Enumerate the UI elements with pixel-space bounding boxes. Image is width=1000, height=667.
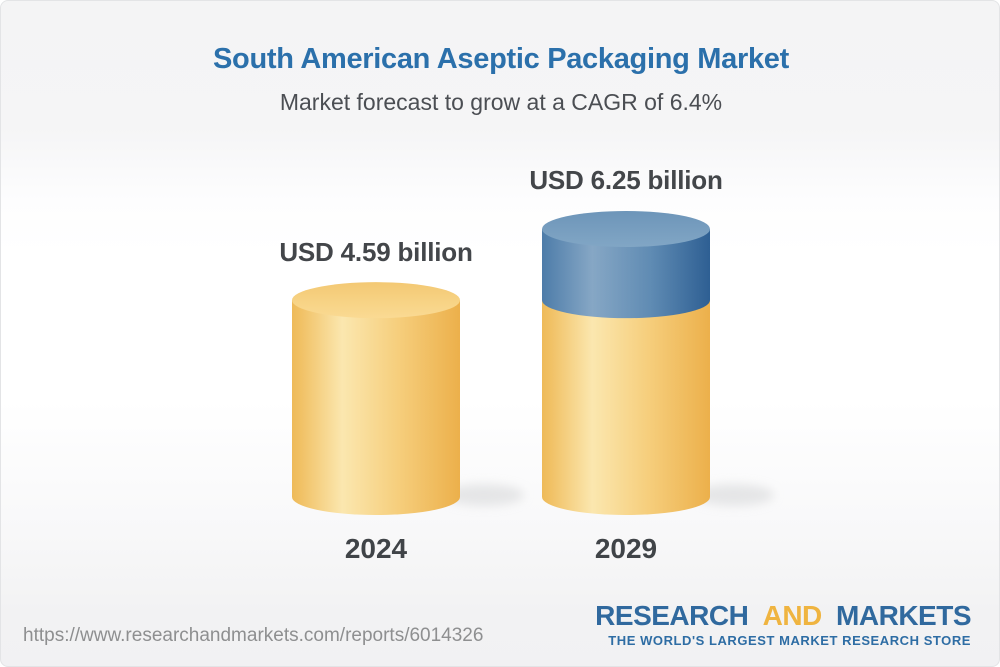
bar-2024-top-face: [292, 282, 460, 319]
report-url: https://www.researchandmarkets.com/repor…: [23, 625, 484, 646]
category-label-2029: 2029: [594, 533, 658, 564]
value-label-2029: USD 6.25 billion: [529, 165, 723, 195]
logo-wordmark: RESEARCH AND MARKETS: [595, 601, 971, 631]
bar-2029-top-face: [542, 211, 710, 247]
bar-2029-growth-segment: [542, 229, 710, 319]
bar-2024-base-segment: [292, 300, 460, 515]
bar-shadow: [694, 484, 774, 506]
logo-word-and: AND: [762, 600, 823, 631]
page-title: South American Aseptic Packaging Market: [213, 43, 789, 75]
category-label-2024: 2024: [344, 533, 408, 564]
logo-word-research: RESEARCH: [595, 600, 749, 631]
logo-word-markets: MARKETS: [836, 600, 971, 631]
logo-tagline: THE WORLD'S LARGEST MARKET RESEARCH STOR…: [608, 633, 971, 648]
research-and-markets-logo: RESEARCH AND MARKETS THE WORLD'S LARGEST…: [595, 601, 971, 649]
bar-2029-base-segment: [542, 300, 710, 515]
value-label-2024: USD 4.59 billion: [279, 237, 473, 267]
page-subtitle: Market forecast to grow at a CAGR of 6.4…: [279, 89, 723, 115]
bar-shadow: [444, 484, 524, 506]
